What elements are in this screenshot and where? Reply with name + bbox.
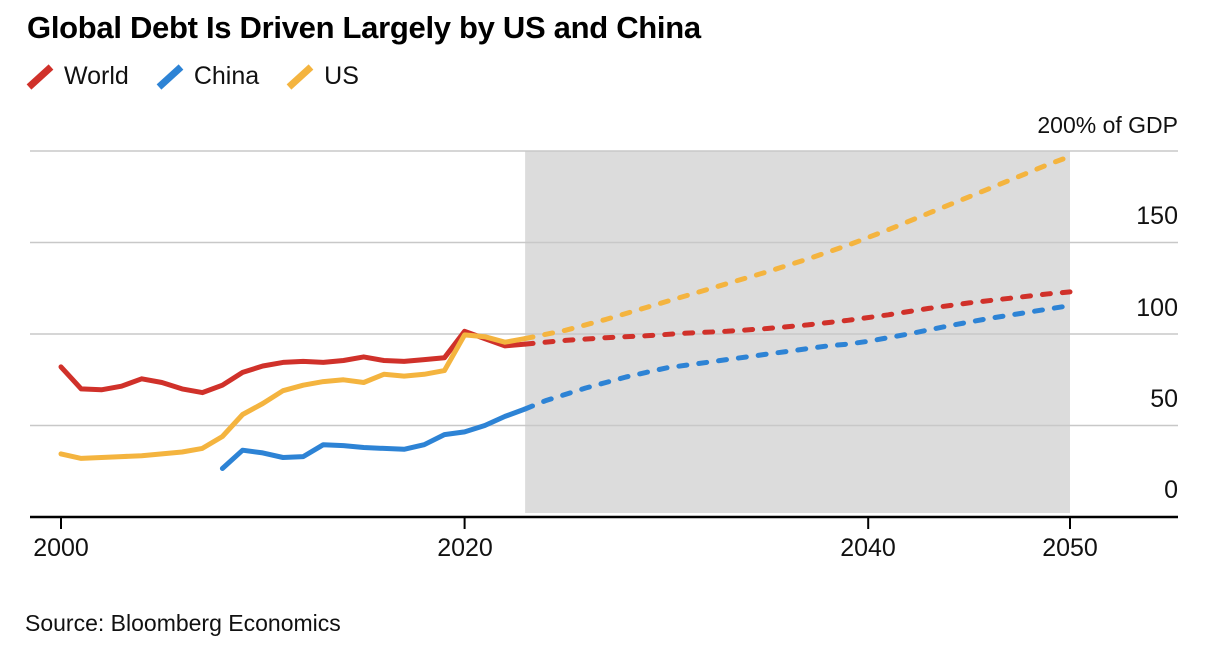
series-china-history-line (219, 406, 528, 471)
y-tick-label-0: 0 (1164, 476, 1178, 504)
x-tick-label-2000: 2000 (33, 534, 89, 562)
y-tick-label-50: 50 (1150, 385, 1178, 413)
series-china-forecast-line (522, 303, 1073, 412)
legend: World China US (25, 62, 359, 91)
us-series-slash-icon (286, 63, 314, 90)
legend-label-us: US (324, 62, 359, 90)
legend-item-us: US (285, 62, 359, 91)
series-world-forecast-line (522, 289, 1073, 347)
y-tick-label-150: 150 (1136, 202, 1178, 230)
x-tick-label-2050: 2050 (1042, 534, 1098, 562)
x-tick-label-2020: 2020 (437, 534, 493, 562)
y-tick-label-100: 100 (1136, 294, 1178, 322)
y-axis-unit-label: 200% of GDP (1037, 112, 1178, 138)
legend-label-world: World (64, 62, 129, 90)
legend-label-china: China (193, 62, 260, 90)
source-attribution: Source: Bloomberg Economics (25, 610, 341, 636)
series-world-history-line (58, 328, 528, 396)
china-series-slash-icon (156, 63, 184, 90)
legend-item-world: World (25, 62, 129, 91)
forecast-band (525, 151, 1070, 513)
chart-title: Global Debt Is Driven Largely by US and … (27, 10, 701, 45)
series-us-history-line (58, 332, 528, 461)
x-tick-label-2040: 2040 (840, 534, 896, 562)
world-series-slash-icon (26, 63, 54, 90)
legend-item-china: China (155, 62, 259, 91)
